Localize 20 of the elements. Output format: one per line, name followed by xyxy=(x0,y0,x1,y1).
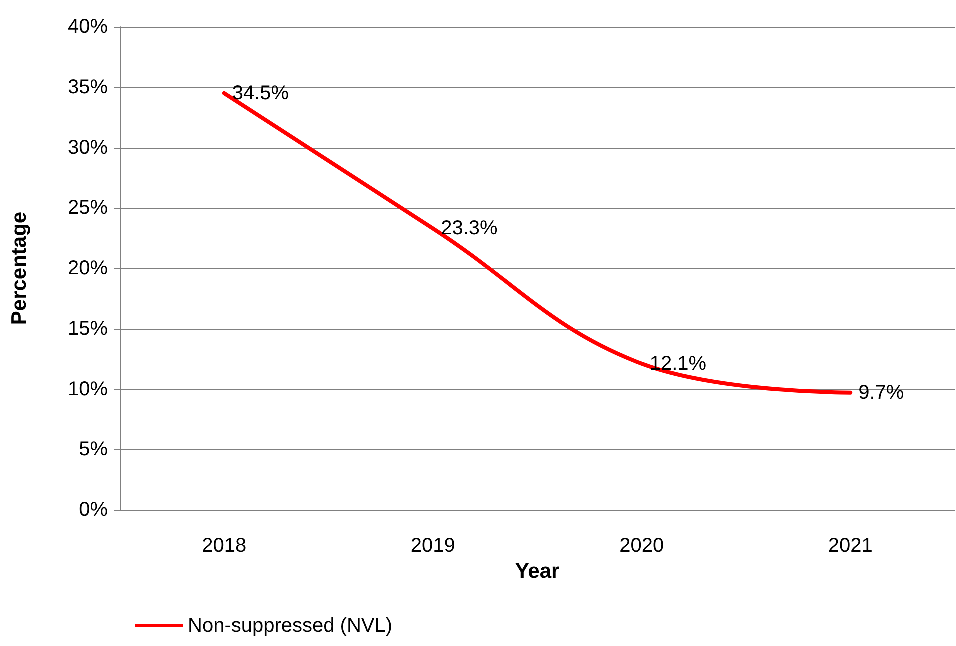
y-tick-label: 10% xyxy=(68,378,108,400)
y-tick-label: 40% xyxy=(68,16,108,38)
x-tick-label: 2020 xyxy=(620,535,664,557)
x-tick-label: 2021 xyxy=(828,535,873,557)
x-tick-label: 2018 xyxy=(202,535,247,557)
data-label: 9.7% xyxy=(858,382,904,404)
y-tick-label: 30% xyxy=(68,136,108,159)
legend-label: Non-suppressed (NVL) xyxy=(188,615,393,637)
y-tick-label: 35% xyxy=(68,76,108,98)
y-tick-label: 20% xyxy=(68,258,108,280)
y-axis-title: Percentage xyxy=(8,212,31,326)
y-tick-label: 0% xyxy=(79,499,108,521)
data-label: 12.1% xyxy=(650,352,707,375)
x-axis-title: Year xyxy=(515,560,560,583)
data-label: 23.3% xyxy=(441,218,498,240)
y-tick-label: 25% xyxy=(68,197,108,220)
data-label: 34.5% xyxy=(232,82,290,104)
x-tick-label: 2019 xyxy=(410,535,456,557)
y-tick-label: 15% xyxy=(68,318,108,340)
y-tick-label: 5% xyxy=(79,438,108,461)
